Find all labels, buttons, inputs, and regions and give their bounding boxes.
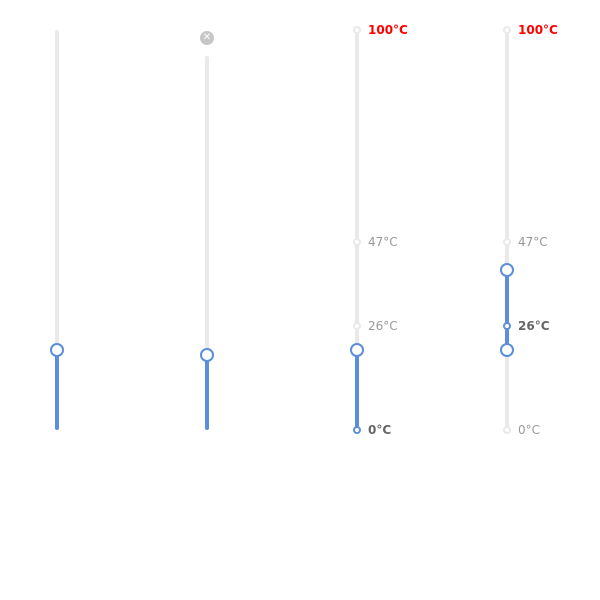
close-icon: ✕: [202, 32, 212, 43]
mark-label-47[interactable]: 47°C: [518, 235, 548, 249]
mark-dot-100[interactable]: [353, 26, 361, 34]
vertical-slider-marks[interactable]: 0°C 26°C 47°C 100°C: [347, 23, 408, 437]
slider-rail[interactable]: [505, 30, 509, 430]
slider-track: [205, 355, 209, 430]
slider-handle-end[interactable]: [500, 263, 514, 277]
slider-track: [55, 350, 59, 430]
mark-dot-26[interactable]: [503, 322, 511, 330]
slider-handle-start[interactable]: [500, 343, 514, 357]
slider-rail[interactable]: [205, 56, 209, 430]
mark-label-26[interactable]: 26°C: [368, 319, 398, 333]
vertical-slider-basic[interactable]: [47, 30, 67, 430]
mark-dot-26[interactable]: [353, 322, 361, 330]
vertical-slider-with-clear[interactable]: ✕: [197, 31, 217, 430]
slider-handle[interactable]: [200, 348, 214, 363]
mark-label-0[interactable]: 0°C: [368, 423, 392, 437]
slider-rail[interactable]: [355, 30, 359, 430]
mark-label-47[interactable]: 47°C: [368, 235, 398, 249]
mark-label-0[interactable]: 0°C: [518, 423, 541, 437]
mark-dot-100[interactable]: [503, 26, 511, 34]
mark-dot-47[interactable]: [503, 238, 511, 246]
slider-rail[interactable]: [55, 30, 59, 430]
mark-label-100[interactable]: 100°C: [518, 23, 558, 37]
mark-dot-0[interactable]: [353, 426, 361, 434]
mark-label-26[interactable]: 26°C: [518, 319, 550, 333]
mark-dot-47[interactable]: [353, 238, 361, 246]
clear-button[interactable]: ✕: [200, 31, 214, 45]
mark-label-100[interactable]: 100°C: [368, 23, 408, 37]
slider-track: [505, 270, 509, 350]
slider-track: [355, 350, 359, 430]
vertical-range-slider-marks[interactable]: 0°C 26°C 47°C 100°C: [497, 23, 558, 437]
slider-handle[interactable]: [50, 343, 64, 357]
mark-dot-0[interactable]: [503, 426, 511, 434]
slider-handle[interactable]: [350, 343, 364, 357]
